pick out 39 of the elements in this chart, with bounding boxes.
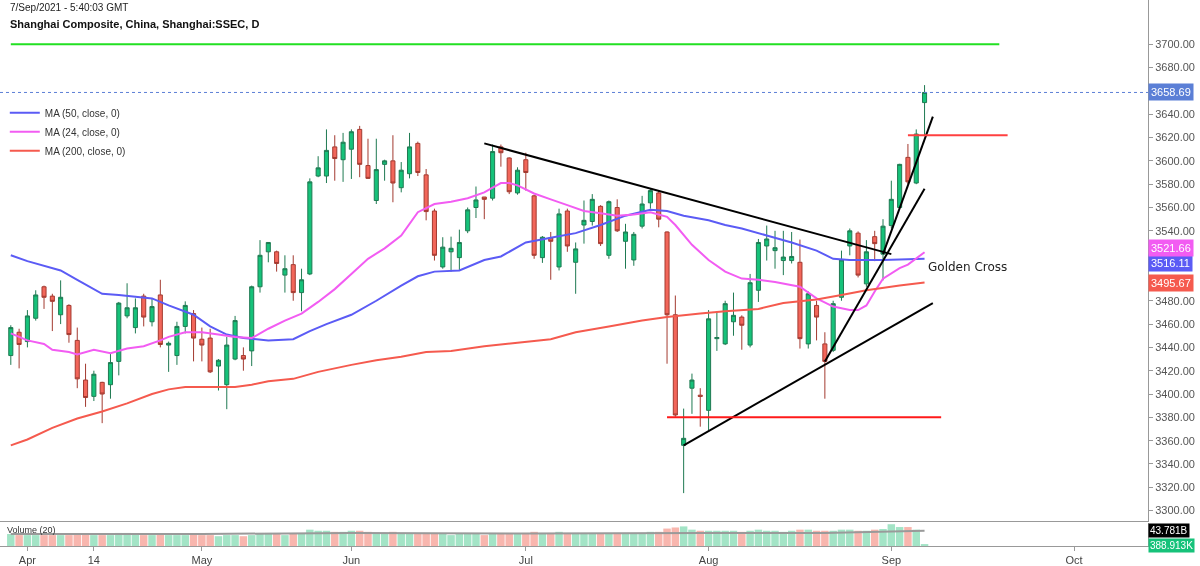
x-tick-label: Jul — [518, 554, 533, 566]
y-tick-label: 3380.00 — [1155, 411, 1195, 424]
y-tick-label: 3360.00 — [1155, 434, 1195, 447]
x-tick-label: Jun — [342, 554, 361, 566]
annotation: Golden Cross — [928, 260, 1008, 274]
y-tick-label: 3640.00 — [1155, 108, 1195, 121]
y-tick-label: 3420.00 — [1155, 364, 1195, 377]
text: 388.913K — [1150, 540, 1194, 551]
y-tick-label: 3300.00 — [1155, 504, 1195, 517]
text: Shanghai Composite, China, Shanghai:SSEC, D — [10, 18, 260, 30]
x-tick-label: Aug — [698, 554, 719, 566]
text: 3495.67 — [1151, 277, 1191, 289]
y-tick-label: 3320.00 — [1155, 481, 1195, 494]
y-tick-label: 3480.00 — [1155, 294, 1195, 307]
x-tick-label: Sep — [881, 554, 902, 566]
legend-label: MA (24, close, 0) — [44, 126, 120, 138]
y-tick-label: 3440.00 — [1155, 341, 1195, 354]
legend-label: MA (50, close, 0) — [44, 107, 120, 119]
ref-line-label: 3658.69 — [1151, 86, 1191, 98]
x-tick-label: May — [191, 554, 213, 566]
y-tick-label: 3600.00 — [1155, 154, 1195, 167]
y-tick-label: 3400.00 — [1155, 387, 1195, 400]
y-tick-label: 3460.00 — [1155, 317, 1195, 330]
annotation: Volume (20) — [7, 525, 56, 535]
y-tick-label: 3560.00 — [1155, 201, 1195, 214]
y-tick-label: 3680.00 — [1155, 61, 1195, 74]
text: 3516.11 — [1151, 257, 1190, 269]
y-tick-label: 3700.00 — [1155, 38, 1195, 51]
y-tick-label: 3340.00 — [1155, 457, 1195, 470]
y-tick-label: 3580.00 — [1155, 178, 1195, 191]
x-tick-label: 14 — [87, 554, 100, 566]
legend-label: MA (200, close, 0) — [44, 145, 126, 157]
y-tick-label: 3620.00 — [1155, 131, 1195, 144]
x-tick-label: Oct — [1065, 554, 1083, 566]
x-tick-label: Apr — [18, 554, 37, 566]
text: 3521.66 — [1151, 242, 1191, 254]
text: 43.781B — [1150, 525, 1188, 536]
y-tick-label: 3540.00 — [1155, 224, 1195, 237]
annotation: 7/Sep/2021 - 5:40:03 GMT — [10, 2, 129, 13]
